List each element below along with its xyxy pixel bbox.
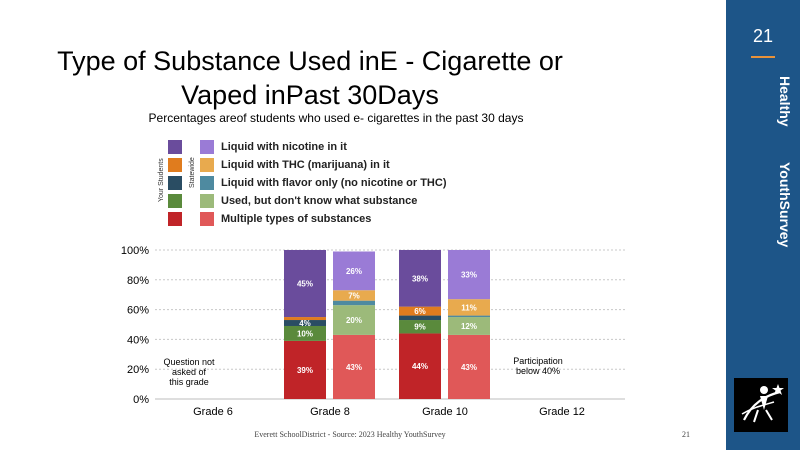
- data-label: 7%: [348, 291, 360, 300]
- y-tick-label: 100%: [121, 245, 149, 257]
- y-tick-label: 80%: [127, 275, 149, 287]
- y-tick-label: 20%: [127, 364, 149, 376]
- data-label: 43%: [461, 363, 477, 372]
- bar-segment: [284, 325, 326, 341]
- bar-segment: [448, 250, 490, 300]
- legend-swatch-statewide: [200, 176, 214, 190]
- legend-swatch-your-students: [168, 140, 182, 154]
- legend-swatch-statewide: [200, 212, 214, 226]
- bar-segment: [399, 320, 441, 334]
- data-label: 44%: [412, 362, 428, 371]
- data-label: 11%: [461, 303, 477, 312]
- data-label: 43%: [346, 363, 362, 372]
- chart-annotation: Participation: [513, 356, 563, 366]
- bar-segment: [333, 300, 375, 306]
- data-label: 12%: [461, 322, 477, 331]
- bar-segment: [284, 340, 326, 399]
- legend-label: Liquid with THC (marijuana) in it: [221, 159, 390, 171]
- bar-segment: [399, 315, 441, 321]
- bar-segment: [284, 250, 326, 318]
- sidebar-title-healthy: Healthy: [777, 76, 793, 127]
- data-label: 20%: [346, 316, 362, 325]
- x-tick-label: Grade 10: [422, 406, 468, 418]
- page-number: 21: [752, 26, 774, 46]
- bar-segment: [399, 250, 441, 307]
- data-label: 6%: [414, 307, 426, 316]
- legend-label: Liquid with flavor only (no nicotine or …: [221, 177, 447, 189]
- bar-segment: [333, 305, 375, 335]
- data-label: 4%: [299, 319, 311, 328]
- x-tick-label: Grade 6: [193, 406, 233, 418]
- bar-segment: [333, 334, 375, 399]
- bar-segment: [448, 334, 490, 399]
- y-tick-label: 0%: [133, 394, 149, 406]
- data-label: 39%: [297, 366, 313, 375]
- legend-swatch-your-students: [168, 158, 182, 172]
- bar-segment: [333, 251, 375, 291]
- chart-annotation: Question not: [163, 357, 215, 367]
- bar-segment: [399, 306, 441, 316]
- bar-segment: [284, 317, 326, 321]
- bar-segment: [284, 320, 326, 326]
- footer-page-number: 21: [682, 430, 690, 439]
- y-tick-label: 60%: [127, 305, 149, 317]
- legend-swatch-your-students: [168, 176, 182, 190]
- survey-logo-icon: [741, 384, 784, 423]
- legend-swatch-your-students: [168, 194, 182, 208]
- legend-label: Used, but don't know what substance: [221, 195, 418, 207]
- page-number-rule: [751, 56, 775, 58]
- chart-annotation: asked of: [172, 367, 207, 377]
- data-label: 45%: [297, 280, 313, 289]
- sidebar-title-youth-survey: YouthSurvey: [777, 162, 793, 248]
- legend-swatch-statewide: [200, 194, 214, 208]
- bar-segment: [448, 315, 490, 318]
- chart-title: Type of Substance Used inE - Cigarette o…: [20, 44, 600, 112]
- survey-logo: [734, 378, 788, 432]
- data-label: 9%: [414, 323, 426, 332]
- chart-title-line1: Type of Substance Used inE - Cigarette o…: [57, 46, 563, 76]
- bar-segment: [399, 333, 441, 399]
- data-label: 38%: [412, 274, 428, 283]
- bar-segment: [333, 290, 375, 301]
- chart: 0% 20% 40% 60% 80% 100% Grade 6 Grade 8 Grade 10…: [121, 245, 625, 418]
- chart-subtitle: Percentages areof students who used e- c…: [148, 111, 524, 125]
- legend-swatch-your-students: [168, 212, 182, 226]
- bar-segment: [448, 317, 490, 335]
- data-label: 10%: [297, 329, 313, 338]
- chart-title-line2: Vaped inPast 30Days: [181, 80, 439, 110]
- x-tick-label: Grade 12: [539, 406, 585, 418]
- sidebar: 21 Healthy YouthSurvey: [726, 0, 800, 450]
- legend-swatch-statewide: [200, 140, 214, 154]
- y-tick-label: 40%: [127, 334, 149, 346]
- legend-label: Multiple types of substances: [221, 213, 372, 225]
- data-label: 33%: [461, 271, 477, 280]
- data-label: 26%: [346, 267, 362, 276]
- legend-swatch-statewide: [200, 158, 214, 172]
- bar-segment: [448, 299, 490, 316]
- legend-label: Liquid with nicotine in it: [221, 141, 347, 153]
- x-tick-label: Grade 8: [310, 406, 350, 418]
- chart-annotation: this grade: [169, 377, 209, 387]
- chart-annotation: below 40%: [516, 366, 560, 376]
- footer-source: Everett SchoolDistrict - Source: 2023 He…: [254, 430, 446, 439]
